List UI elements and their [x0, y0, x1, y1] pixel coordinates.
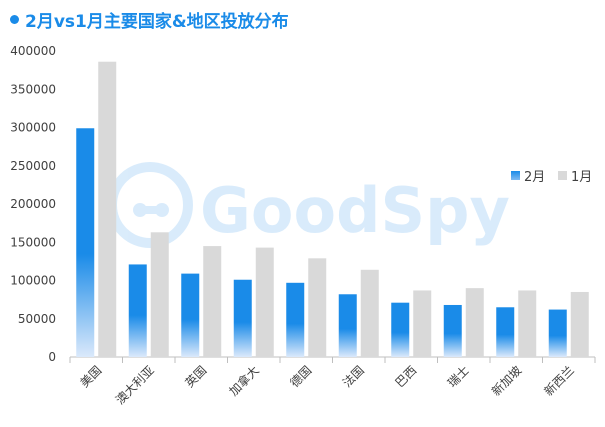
- y-tick-label: 0: [48, 350, 56, 364]
- x-tick-label: 法国: [340, 363, 367, 390]
- watermark: GoodSpy: [107, 162, 510, 248]
- x-tick-label: 美国: [77, 363, 104, 390]
- x-tick-label: 新西兰: [541, 363, 577, 399]
- bar-jan: [465, 288, 484, 357]
- bar-feb: [181, 273, 200, 357]
- y-tick-label: 100000: [10, 274, 56, 288]
- title-row: 2月vs1月主要国家&地区投放分布: [10, 6, 289, 32]
- y-tick-label: 250000: [10, 159, 56, 173]
- chart-title: 2月vs1月主要国家&地区投放分布: [25, 11, 289, 32]
- y-tick-label: 50000: [18, 312, 56, 326]
- bar-jan: [360, 269, 379, 357]
- x-tick-label: 德国: [287, 363, 315, 391]
- bar-feb: [391, 302, 410, 357]
- watermark-text: GoodSpy: [200, 174, 510, 247]
- title-bullet-icon: [10, 14, 19, 24]
- bar-feb: [286, 282, 305, 357]
- bar-feb: [548, 309, 567, 357]
- bar-jan: [570, 291, 589, 357]
- bar-jan: [255, 247, 274, 357]
- legend-swatch: [511, 171, 520, 180]
- x-tick-label: 英国: [182, 363, 209, 390]
- x-tick-label: 瑞士: [445, 363, 472, 390]
- bar-feb: [76, 128, 95, 357]
- x-tick-label: 加拿大: [226, 363, 262, 399]
- legend-label: 1月: [571, 170, 592, 185]
- bar-jan: [518, 290, 537, 357]
- bar-jan: [413, 290, 432, 357]
- x-tick-label: 澳大利亚: [113, 363, 157, 407]
- bar-feb: [338, 294, 357, 357]
- bar-jan: [308, 258, 327, 357]
- y-tick-label: 350000: [10, 82, 56, 96]
- legend-jan: 1月: [558, 170, 592, 185]
- bar-jan: [203, 246, 222, 357]
- bar-feb: [128, 264, 147, 357]
- legend-feb: 2月: [511, 170, 545, 185]
- bar-feb: [496, 307, 515, 357]
- y-tick-label: 150000: [10, 235, 56, 249]
- bar-jan: [98, 61, 117, 358]
- legend-label: 2月: [524, 170, 545, 185]
- y-tick-label: 300000: [10, 121, 56, 135]
- y-tick-label: 400000: [10, 44, 56, 58]
- x-tick-label: 新加坡: [488, 363, 524, 399]
- bar-feb: [233, 279, 252, 357]
- y-tick-label: 200000: [10, 197, 56, 211]
- x-tick-label: 巴西: [392, 363, 419, 390]
- bar-jan: [150, 232, 169, 357]
- bar-feb: [443, 304, 462, 357]
- goodspy-logo-icon: [107, 162, 193, 248]
- legend-swatch: [558, 171, 567, 180]
